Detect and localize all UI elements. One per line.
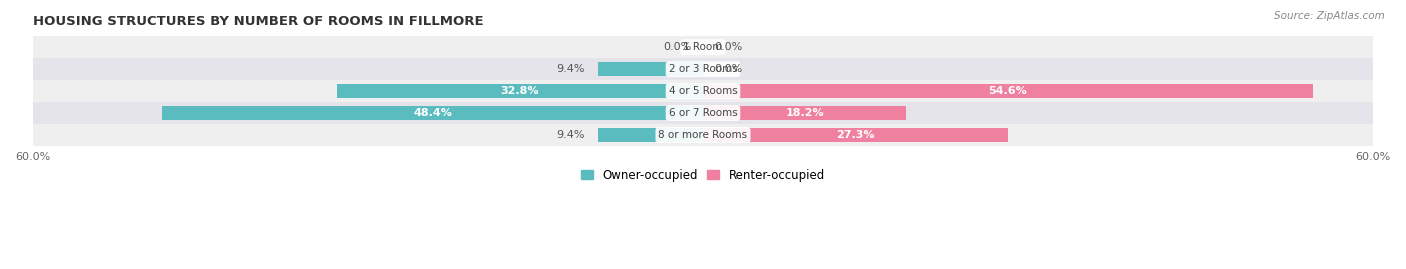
Bar bbox=[336, 84, 703, 98]
Text: 18.2%: 18.2% bbox=[786, 108, 824, 118]
Text: HOUSING STRUCTURES BY NUMBER OF ROOMS IN FILLMORE: HOUSING STRUCTURES BY NUMBER OF ROOMS IN… bbox=[32, 15, 484, 28]
Text: 9.4%: 9.4% bbox=[555, 130, 585, 140]
Bar bbox=[703, 106, 907, 120]
Text: 0.0%: 0.0% bbox=[714, 64, 742, 74]
Bar bbox=[32, 102, 1374, 124]
Text: 8 or more Rooms: 8 or more Rooms bbox=[658, 130, 748, 140]
Text: 1 Room: 1 Room bbox=[683, 42, 723, 52]
Text: 0.0%: 0.0% bbox=[664, 42, 692, 52]
Text: 27.3%: 27.3% bbox=[837, 130, 875, 140]
Text: 48.4%: 48.4% bbox=[413, 108, 453, 118]
Text: 6 or 7 Rooms: 6 or 7 Rooms bbox=[669, 108, 737, 118]
Text: 0.0%: 0.0% bbox=[714, 42, 742, 52]
Bar bbox=[598, 62, 703, 76]
Text: 2 or 3 Rooms: 2 or 3 Rooms bbox=[669, 64, 737, 74]
Bar bbox=[32, 80, 1374, 102]
Bar bbox=[598, 128, 703, 142]
Bar bbox=[32, 124, 1374, 146]
Bar bbox=[703, 84, 1313, 98]
Text: 32.8%: 32.8% bbox=[501, 86, 538, 96]
Bar bbox=[32, 58, 1374, 80]
Text: 54.6%: 54.6% bbox=[988, 86, 1028, 96]
Bar bbox=[703, 128, 1008, 142]
Text: 4 or 5 Rooms: 4 or 5 Rooms bbox=[669, 86, 737, 96]
Text: 9.4%: 9.4% bbox=[555, 64, 585, 74]
Bar bbox=[32, 36, 1374, 58]
Bar bbox=[162, 106, 703, 120]
Text: Source: ZipAtlas.com: Source: ZipAtlas.com bbox=[1274, 11, 1385, 21]
Legend: Owner-occupied, Renter-occupied: Owner-occupied, Renter-occupied bbox=[576, 164, 830, 186]
